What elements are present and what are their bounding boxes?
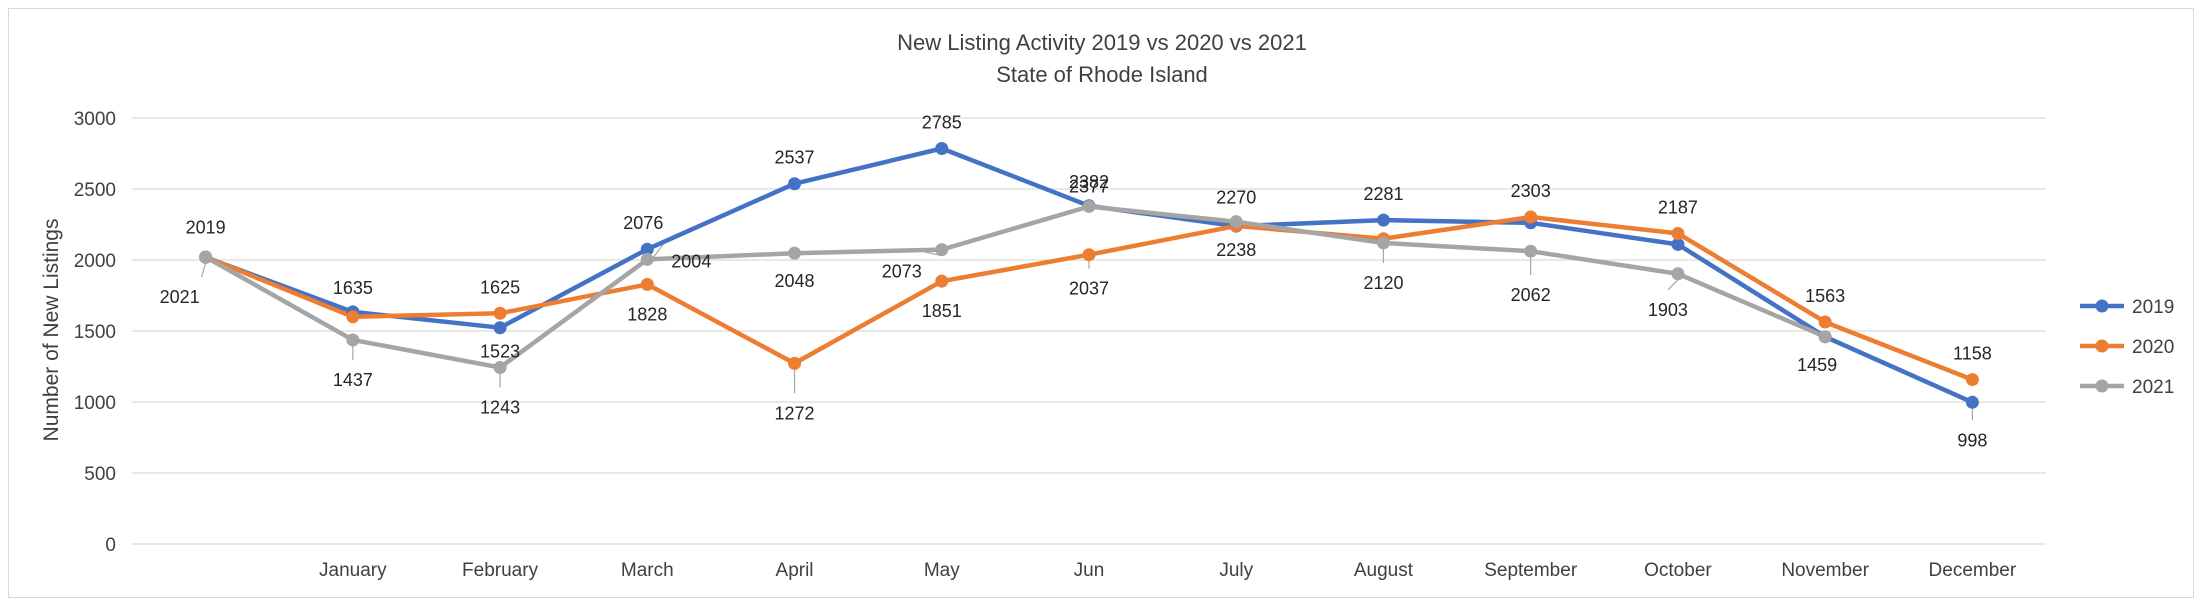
y-tick-label: 1000 xyxy=(74,393,116,414)
data-point-2019 xyxy=(1965,395,1979,409)
data-label-2021: 2270 xyxy=(1216,188,1256,208)
data-point-2021 xyxy=(1082,199,1096,213)
legend-label: 2020 xyxy=(2132,337,2174,358)
chart-frame xyxy=(8,8,2194,598)
legend-label: 2021 xyxy=(2132,377,2174,398)
y-axis-title: Number of New Listings xyxy=(40,219,63,442)
data-point-2020 xyxy=(1524,210,1538,224)
data-label-2019: 2537 xyxy=(775,148,815,168)
data-label-2019: 2076 xyxy=(623,213,663,233)
data-point-2019 xyxy=(1671,237,1685,251)
y-tick-label: 2500 xyxy=(74,180,116,201)
data-label-2020: 2037 xyxy=(1069,279,1109,299)
data-point-2020 xyxy=(935,274,949,288)
data-label-2019: 1523 xyxy=(480,342,520,362)
chart-subtitle: State of Rhode Island xyxy=(996,62,1208,87)
data-point-2021 xyxy=(346,333,360,347)
data-point-2020 xyxy=(493,306,507,320)
data-point-2021 xyxy=(199,250,213,264)
data-label-2019: 2019 xyxy=(186,217,226,237)
y-tick-label: 1500 xyxy=(74,322,116,343)
legend-marker-2021 xyxy=(2095,379,2109,393)
data-point-2021 xyxy=(1229,215,1243,229)
data-point-2021 xyxy=(1818,330,1832,344)
data-label-2021: 2048 xyxy=(775,271,815,291)
data-label-2021: 2021 xyxy=(160,287,200,307)
x-tick-label: September xyxy=(1484,560,1578,581)
data-point-2021 xyxy=(1671,267,1685,281)
y-tick-label: 500 xyxy=(84,464,116,485)
y-tick-label: 3000 xyxy=(74,109,116,130)
legend-marker-2020 xyxy=(2095,339,2109,353)
data-point-2021 xyxy=(640,252,654,266)
x-tick-label: July xyxy=(1219,560,1253,581)
legend-marker-2019 xyxy=(2095,299,2109,313)
data-label-2020: 1851 xyxy=(922,301,962,321)
data-point-2020 xyxy=(1965,373,1979,387)
x-tick-label: August xyxy=(1354,560,1414,581)
chart-title: New Listing Activity 2019 vs 2020 vs 202… xyxy=(897,30,1307,55)
data-point-2019 xyxy=(640,242,654,256)
data-point-2020 xyxy=(640,277,654,291)
series-points xyxy=(199,142,1979,409)
x-tick-label: October xyxy=(1644,560,1712,581)
data-point-2019 xyxy=(788,177,802,191)
data-point-2020 xyxy=(1082,248,1096,262)
data-label-2021: 2062 xyxy=(1511,285,1551,305)
y-tick-label: 2000 xyxy=(74,251,116,272)
x-tick-label: December xyxy=(1929,560,2017,581)
data-point-2020 xyxy=(346,310,360,324)
data-label-2020: 1158 xyxy=(1953,344,1992,364)
data-point-2019 xyxy=(1376,213,1390,227)
x-tick-label: March xyxy=(621,560,674,581)
data-label-2019: 2382 xyxy=(1069,172,1109,192)
data-label-2020: 1272 xyxy=(775,403,815,423)
data-label-2020: 2303 xyxy=(1511,181,1551,201)
data-label-2019: 998 xyxy=(1957,430,1987,450)
data-point-2020 xyxy=(1671,226,1685,240)
data-label-2019: 1459 xyxy=(1797,355,1837,375)
data-label-2021: 2073 xyxy=(882,262,922,282)
data-label-2021: 2004 xyxy=(671,251,711,271)
data-point-2021 xyxy=(493,360,507,374)
data-label-2020: 2187 xyxy=(1658,197,1698,217)
x-tick-label: January xyxy=(319,560,387,581)
x-tick-label: April xyxy=(776,560,814,581)
data-point-2020 xyxy=(1818,315,1832,329)
data-label-2021: 1903 xyxy=(1648,300,1688,320)
data-label-2019: 1635 xyxy=(333,278,373,298)
series-line-2021 xyxy=(203,204,1828,370)
data-point-2019 xyxy=(493,321,507,335)
y-tick-label: 0 xyxy=(105,535,116,556)
data-point-2021 xyxy=(788,246,802,260)
data-label-2019: 2238 xyxy=(1216,240,1256,260)
x-tick-label: November xyxy=(1781,560,1869,581)
data-label-2020: 1828 xyxy=(627,304,667,324)
y-axis-ticks: 0 500 1000 1500 2000 2500 3000 xyxy=(74,109,116,556)
data-point-2021 xyxy=(1524,244,1538,258)
data-label-2021: 1437 xyxy=(333,370,373,390)
leader-line xyxy=(201,262,207,278)
data-point-2019 xyxy=(935,142,949,156)
data-label-2020: 1625 xyxy=(480,277,520,297)
data-point-2021 xyxy=(1376,236,1390,250)
x-axis-ticks: January February March April May Jun July Augus… xyxy=(319,560,2017,581)
data-labels: 2019 1635 1523 2076 2537 2785 2382 2238 2281 1459… xyxy=(160,113,1992,451)
data-label-2021: 2377 xyxy=(1069,176,1109,196)
legend: 2019 2020 2021 xyxy=(2080,297,2174,398)
data-point-2021 xyxy=(935,243,949,257)
data-label-2019: 2281 xyxy=(1363,184,1403,204)
data-label-2020: 1563 xyxy=(1805,286,1845,306)
data-label-2021: 2120 xyxy=(1363,273,1403,293)
legend-label: 2019 xyxy=(2132,297,2174,318)
data-label-2021: 1243 xyxy=(480,397,520,417)
x-tick-label: Jun xyxy=(1074,560,1105,581)
x-tick-label: February xyxy=(462,560,539,581)
data-point-2020 xyxy=(788,356,802,370)
data-label-2019: 2785 xyxy=(922,113,962,133)
x-tick-label: May xyxy=(924,560,960,581)
leader-line xyxy=(1667,279,1679,291)
